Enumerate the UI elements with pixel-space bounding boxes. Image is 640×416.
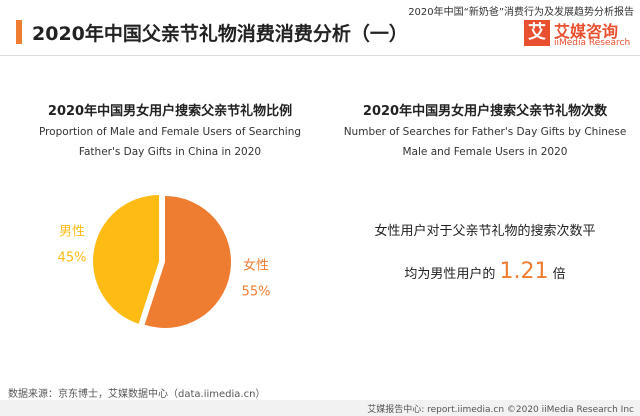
footer-bar (0, 400, 640, 416)
footer-text: 艾媒报告中心: report.iimedia.cn ©2020 iiMedia … (367, 405, 634, 415)
logo-en: iiMedia Research (554, 38, 631, 48)
title-bar (16, 20, 22, 44)
panel-title: 2020年中国男女用户搜索父亲节礼物次数 (362, 104, 608, 119)
panel-text: 均为男性用户的 (404, 267, 496, 282)
page-title: 2020年中国父亲节礼物消费消费分析（一） (32, 23, 408, 45)
chart-title: 2020年中国男女用户搜索父亲节礼物比例 (47, 104, 293, 119)
logo-text: 艾媒咨询 (554, 22, 619, 41)
logo-icon: 艾 (524, 20, 550, 46)
ratio: 1.21 (499, 259, 549, 284)
pie-slice (93, 195, 160, 324)
pie-chart: 女性 55% 男性 45% (58, 195, 271, 328)
slice-label: 女性 (243, 258, 269, 274)
slice-value: 55% (242, 285, 271, 300)
slice-label: 男性 (59, 225, 85, 240)
report-name: 2020年中国“新奶爸”消费行为及发展趋势分析报告 (408, 7, 634, 18)
pie-slice (144, 196, 231, 328)
panel-subtitle: Number of Searches for Father's Day Gift… (343, 126, 627, 158)
chart-subtitle: Proportion of Male and Female Users of S… (38, 126, 302, 158)
panel-text: 倍 (552, 267, 566, 282)
panel-line: 均为男性用户的 1.21 倍 (330, 260, 640, 287)
panel-line: 女性用户对于父亲节礼物的搜索次数平 (374, 224, 596, 239)
source: 数据来源：京东博士，艾媒数据中心（data.iimedia.cn） (8, 389, 266, 400)
slice-value: 45% (58, 251, 87, 266)
divider (0, 55, 640, 56)
